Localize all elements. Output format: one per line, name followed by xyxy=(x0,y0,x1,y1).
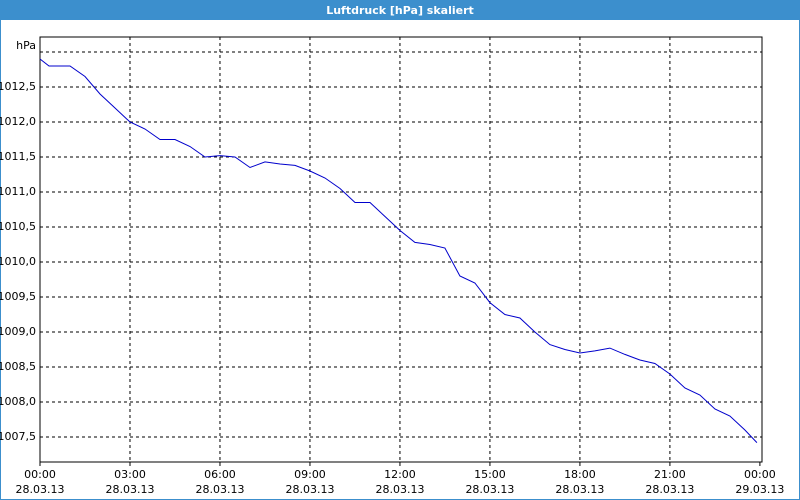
x-tick-label: 06:00 xyxy=(204,468,236,481)
x-tick-label: 03:00 xyxy=(114,468,146,481)
x-tick-label: 21:00 xyxy=(654,468,686,481)
y-tick-label: 1009,0 xyxy=(0,325,36,338)
y-tick-label: 1008,0 xyxy=(0,395,36,408)
x-tick-label: 15:00 xyxy=(474,468,506,481)
y-tick-label: 1011,0 xyxy=(0,185,36,198)
data-line xyxy=(39,58,758,443)
chart-title: Luftdruck [hPa] skaliert xyxy=(326,4,474,17)
x-tick-date: 28.03.13 xyxy=(195,483,244,496)
x-tick-date: 28.03.13 xyxy=(375,483,424,496)
y-tick-label: 1012,0 xyxy=(0,115,36,128)
plot-frame xyxy=(39,36,763,463)
x-tick-label: 00:00 xyxy=(744,468,776,481)
x-tick-date: 28.03.13 xyxy=(645,483,694,496)
x-tick-date: 28.03.13 xyxy=(465,483,514,496)
y-tick-label: 1011,5 xyxy=(0,150,36,163)
y-tick-label: 1008,5 xyxy=(0,360,36,373)
x-tick-label: 00:00 xyxy=(24,468,56,481)
x-tick-label: 09:00 xyxy=(294,468,326,481)
y-tick-label: 1007,5 xyxy=(0,430,36,443)
x-tick-date: 29.03.13 xyxy=(735,483,784,496)
x-tick-label: 12:00 xyxy=(384,468,416,481)
x-tick-date: 28.03.13 xyxy=(105,483,154,496)
x-tick-label: 18:00 xyxy=(564,468,596,481)
y-tick-label: 1010,5 xyxy=(0,220,36,233)
y-tick-label: 1010,0 xyxy=(0,255,36,268)
title-bar xyxy=(0,0,800,20)
x-tick-date: 28.03.13 xyxy=(285,483,334,496)
x-tick-date: 28.03.13 xyxy=(555,483,604,496)
y-tick-label: 1009,5 xyxy=(0,290,36,303)
y-tick-label: 1012,5 xyxy=(0,80,36,93)
x-tick-date: 28.03.13 xyxy=(16,483,65,496)
y-tick-label: hPa xyxy=(16,39,36,52)
